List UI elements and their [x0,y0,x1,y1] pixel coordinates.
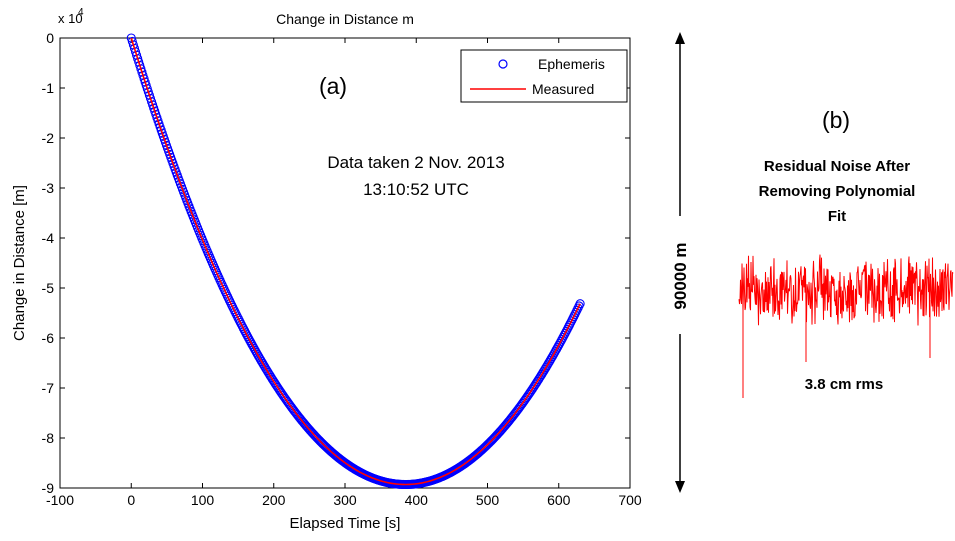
measured-line [130,37,581,486]
data-time-annotation: 13:10:52 UTC [363,180,469,199]
chart-title: Change in Distance m [276,11,414,27]
legend-ephemeris-label: Ephemeris [538,56,605,72]
residual-title-line3: Fit [828,208,846,225]
y-exponent-label: x 10 [58,11,83,26]
y-tick-label: -4 [42,230,55,246]
y-exponent-power: 4 [78,7,84,18]
y-tick-label: -8 [42,430,55,446]
residual-noise-trace [738,254,954,398]
ephemeris-point [518,397,529,407]
x-tick-label: 700 [618,492,642,508]
x-tick-label: 500 [476,492,500,508]
panel-b-label: (b) [822,107,850,133]
x-tick-label: 200 [262,492,286,508]
ephemeris-point [280,393,290,404]
ephemeris-point [575,299,585,309]
x-axis-label: Elapsed Time [s] [290,515,401,532]
y-tick-label: -5 [42,280,55,296]
legend-measured-label: Measured [532,81,594,97]
x-ticks: -100 0 100 200 300 400 500 600 700 [46,38,642,508]
y-axis-label: Change in Distance [m] [11,185,28,341]
x-tick-label: 0 [127,492,135,508]
residual-title-line2: Removing Polynomial [759,183,916,200]
residual-title-line1: Residual Noise After [764,158,910,175]
legend-box [460,49,628,103]
y-tick-label: -1 [42,80,55,96]
x-tick-label: 300 [333,492,357,508]
legend-ephemeris-marker [498,59,508,69]
x-tick-label: 100 [191,492,215,508]
ephemeris-point [521,394,531,404]
y-tick-label: -3 [42,180,55,196]
y-tick-label: -7 [42,380,55,396]
panel-b: 90000 m (b) Residual Noise After Removin… [671,32,954,493]
span-label: 90000 m [671,242,690,309]
span-arrow-head-bottom [675,481,685,493]
legend: Ephemeris Measured [460,49,628,103]
panel-a-label: (a) [319,73,347,99]
ephemeris-point [279,392,289,402]
ephemeris-point [519,395,530,406]
x-tick-label: 600 [547,492,571,508]
y-ticks: 0 -1 -2 -3 -4 -5 -6 -7 -8 -9 [42,30,630,496]
data-date-annotation: Data taken 2 Nov. 2013 [327,153,504,172]
x-tick-label: -100 [46,492,74,508]
y-tick-label: -6 [42,330,55,346]
y-tick-label: 0 [46,30,54,46]
ephemeris-point [517,398,527,409]
span-arrow-head-top [675,32,685,44]
ephemeris-point [278,390,288,400]
x-tick-label: 400 [405,492,429,508]
y-tick-label: -2 [42,130,55,146]
main-plot: -100 0 100 200 300 400 500 600 700 0 -1 -2 -3 -4 -5 -6… [11,7,642,532]
y-tick-label: -9 [42,480,55,496]
plot-area [59,37,631,489]
rms-label: 3.8 cm rms [805,376,883,393]
